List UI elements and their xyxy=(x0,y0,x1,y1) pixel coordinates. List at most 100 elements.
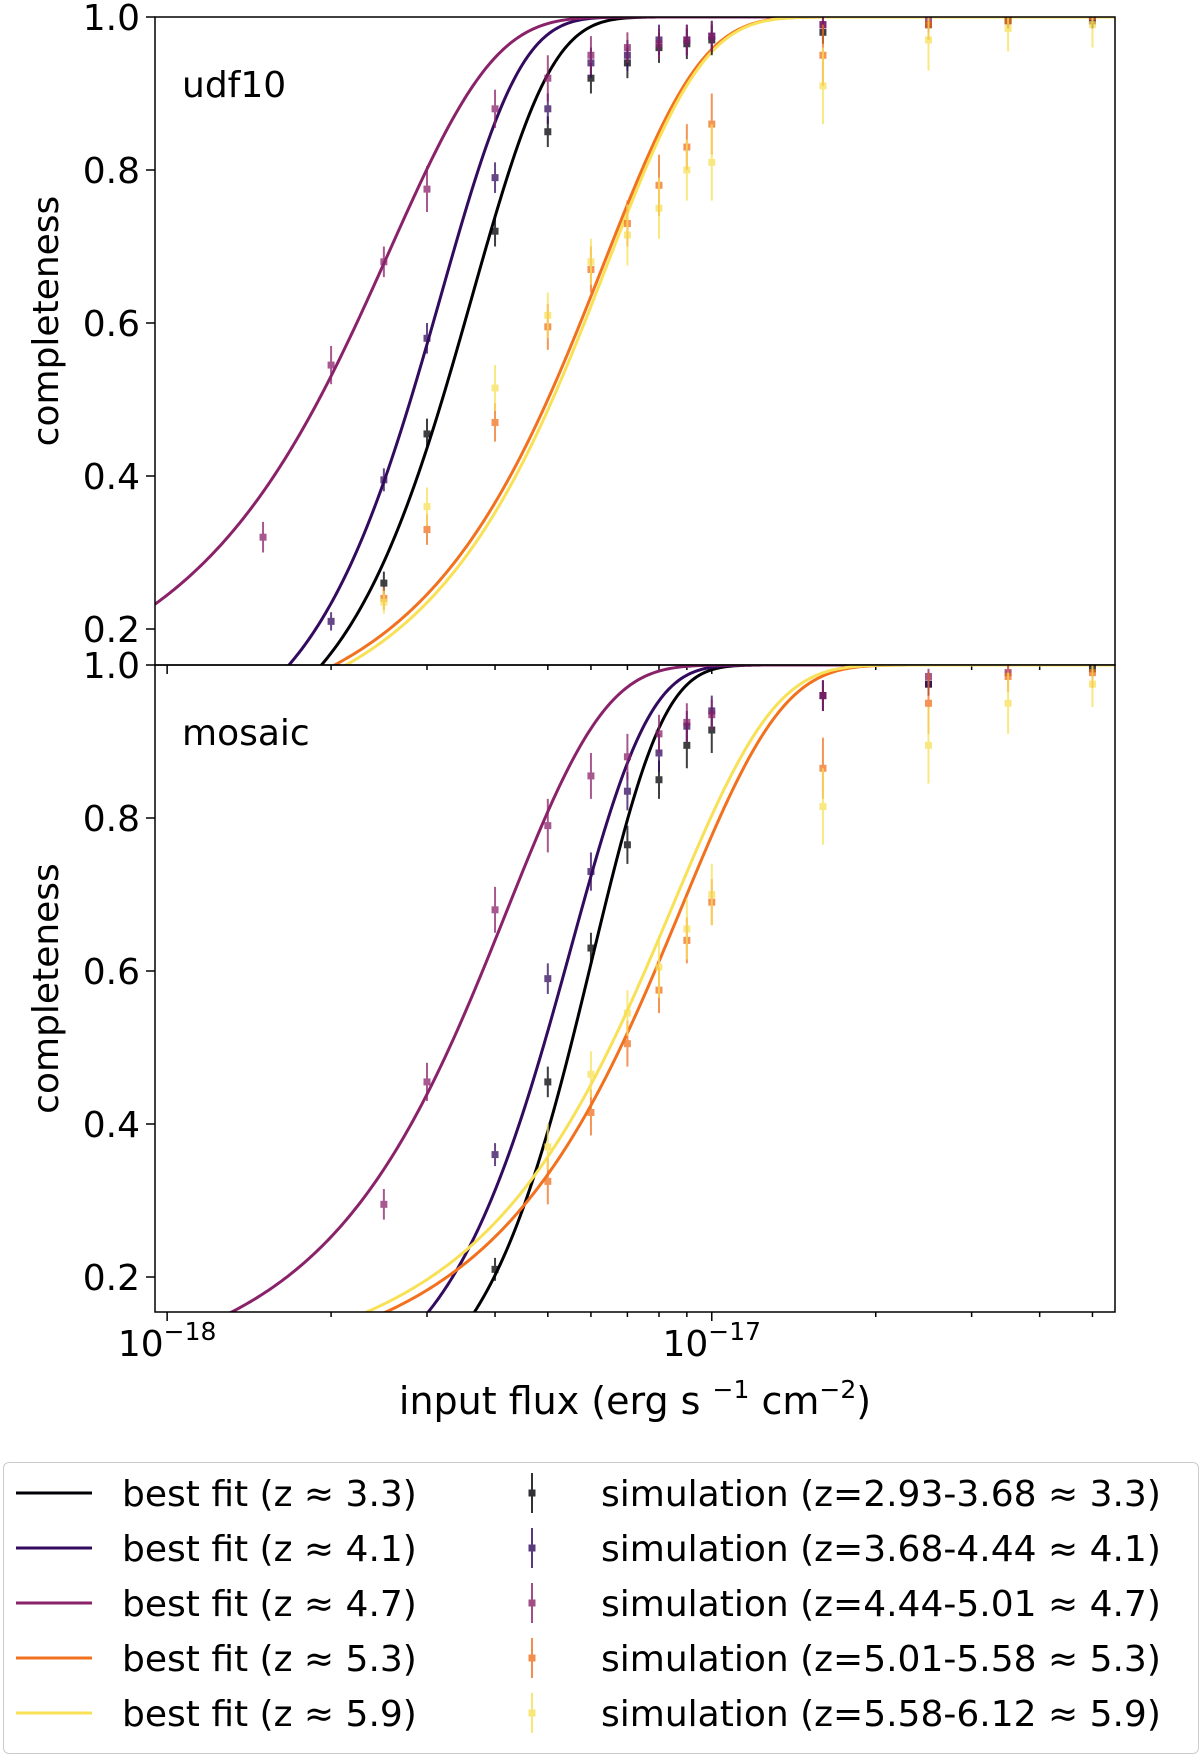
simulation-point xyxy=(380,579,388,587)
simulation-point xyxy=(655,963,663,971)
simulation-point xyxy=(623,1009,631,1017)
y-axis-label: completeness xyxy=(26,196,67,447)
y-tick-label: 0.8 xyxy=(83,799,140,840)
simulation-point xyxy=(819,82,827,90)
simulation-point xyxy=(925,36,933,44)
simulation-point xyxy=(655,204,663,212)
legend-simulation-label: simulation (z=5.58-6.12 ≈ 5.9) xyxy=(601,1694,1161,1735)
panel-udf10: 0.2 0.4 0.6 0.8 1.0 completeness udf10 xyxy=(26,0,1116,674)
axes-frame xyxy=(154,16,1116,666)
simulation-point xyxy=(708,891,716,898)
simulation-point xyxy=(544,1078,552,1086)
simulation-point xyxy=(1088,21,1096,29)
panel-label: udf10 xyxy=(182,65,286,106)
legend-simulation-label: simulation (z=2.93-3.68 ≈ 3.3) xyxy=(601,1474,1161,1515)
x-axis-label-sup2: −2 xyxy=(819,1375,856,1404)
simulation-point xyxy=(491,384,499,392)
simulation-point xyxy=(683,166,691,174)
simulation-point xyxy=(587,1109,595,1117)
simulation-point xyxy=(423,526,431,534)
simulation-point xyxy=(1004,24,1012,32)
simulation-point xyxy=(587,51,595,59)
simulation-point xyxy=(587,944,595,952)
simulation-point xyxy=(491,906,499,914)
simulation-point xyxy=(623,841,631,849)
legend-simulation-swatch xyxy=(528,1638,536,1678)
legend-simulation-label: simulation (z=3.68-4.44 ≈ 4.1) xyxy=(601,1529,1161,1570)
simulation-point xyxy=(623,1040,631,1048)
simulation-point xyxy=(423,185,431,193)
simulation-point xyxy=(683,925,691,933)
simulation-point xyxy=(925,741,933,749)
simulation-point xyxy=(819,692,827,700)
simulation-point xyxy=(1004,699,1012,707)
legend-fit-label: best fit (z ≈ 5.9) xyxy=(122,1694,417,1735)
panel-mosaic: 0.2 0.4 0.6 0.8 1.0 completeness mosaic xyxy=(26,646,1116,1321)
simulation-point xyxy=(491,418,499,426)
simulation-point xyxy=(623,787,631,795)
simulation-series-z4.7 xyxy=(380,665,1012,1220)
fit-curve-z4.7 xyxy=(155,17,1115,606)
simulation-series-z5.3 xyxy=(380,17,1096,610)
x-axis-label: input flux (erg s −1 cm−2) xyxy=(399,1375,871,1423)
simulation-point xyxy=(587,258,595,266)
simulation-series-z5.9 xyxy=(380,17,1096,614)
simulation-point xyxy=(587,868,595,876)
simulation-point xyxy=(623,44,631,52)
simulation-point xyxy=(491,1265,499,1273)
y-tick-label: 0.4 xyxy=(83,457,140,498)
y-tick-label: 0.6 xyxy=(83,952,140,993)
legend-point xyxy=(528,1654,536,1662)
simulation-series-z5.9 xyxy=(544,665,1096,1170)
simulation-point xyxy=(491,227,499,235)
simulation-point xyxy=(423,1078,431,1086)
simulation-point xyxy=(380,1200,388,1208)
simulation-point xyxy=(491,174,499,182)
simulation-point xyxy=(491,1151,499,1159)
y-tick-label: 1.0 xyxy=(83,0,140,39)
fit-curve-z5.9 xyxy=(342,17,1115,665)
fit-curve-z4.1 xyxy=(286,17,1115,665)
fit-curve-z3.3 xyxy=(319,17,1115,665)
simulation-point xyxy=(423,334,431,342)
simulation-point xyxy=(423,503,431,511)
simulation-point xyxy=(544,822,552,830)
simulation-point xyxy=(491,105,499,113)
legend-point xyxy=(528,1489,536,1497)
fit-curve-z3.3 xyxy=(472,665,1115,1312)
simulation-series-z4.7 xyxy=(259,17,933,553)
legend-box xyxy=(3,1462,1199,1754)
axes-frame xyxy=(154,664,1116,1313)
simulation-point xyxy=(544,74,552,82)
simulation-point xyxy=(819,803,827,811)
simulation-point xyxy=(587,772,595,780)
simulation-point xyxy=(380,258,388,266)
simulation-point xyxy=(708,158,716,166)
simulation-point xyxy=(380,598,388,606)
simulation-point xyxy=(925,699,933,707)
legend-fit-label: best fit (z ≈ 4.7) xyxy=(122,1584,417,1625)
simulation-point xyxy=(544,105,552,113)
legend-point xyxy=(528,1709,536,1717)
y-tick-label: 0.2 xyxy=(83,610,140,651)
simulation-point xyxy=(683,718,691,726)
simulation-series-z3.3 xyxy=(380,17,1096,595)
simulation-point xyxy=(683,36,691,44)
fit-curve-z5.3 xyxy=(382,665,1115,1312)
simulation-point xyxy=(587,1070,595,1078)
x-axis-label-end: ) xyxy=(856,1379,871,1423)
legend-simulation-swatch xyxy=(528,1473,536,1513)
simulation-point xyxy=(327,361,335,369)
panel-label: mosaic xyxy=(182,713,310,754)
x-tick-label: 10−17 xyxy=(662,1317,761,1365)
x-axis-label-mid: cm xyxy=(749,1379,819,1423)
legend-point xyxy=(528,1544,536,1552)
simulation-point xyxy=(259,533,267,541)
x-axis-label-main: input flux (erg s xyxy=(399,1379,713,1423)
simulation-point xyxy=(683,741,691,749)
fit-curve-z5.9 xyxy=(362,665,1115,1312)
y-tick-label: 0.6 xyxy=(83,304,140,345)
fit-curve-z5.3 xyxy=(331,17,1115,665)
legend-simulation-label: simulation (z=4.44-5.01 ≈ 4.7) xyxy=(601,1584,1161,1625)
